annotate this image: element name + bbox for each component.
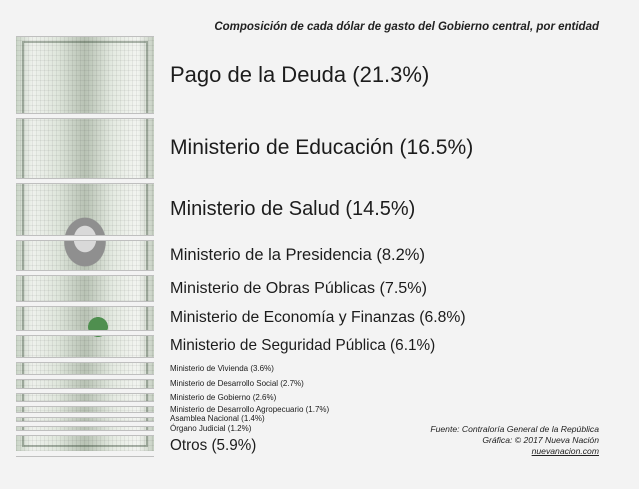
footer-credit: Gráfica: © 2017 Nueva Nación [482,435,599,445]
bar-label: Otros (5.9%) [170,436,257,454]
bar-strip [16,406,154,413]
bar-strip [16,118,154,180]
bar-label: Pago de la Deuda (21.3%) [170,61,430,87]
bar-label: Ministerio de Vivienda (3.6%) [170,363,274,373]
bar-label: Ministerio de Seguridad Pública (6.1%) [170,337,436,355]
bar-strip [16,378,154,389]
bar-strip [16,183,154,237]
bar-strip [16,306,154,332]
bar-strip [16,434,154,457]
footer-url-link[interactable]: nuevanacion.com [531,446,599,456]
bar-label: Ministerio de Desarrollo Agropecuario (1… [170,404,330,414]
bar-strip [16,335,154,358]
bar-label: Ministerio de Salud (14.5%) [170,197,416,220]
bar-strip [16,361,154,375]
bar-label: Ministerio de Gobierno (2.6%) [170,392,277,402]
bar-label: Órgano Judicial (1.2%) [170,423,252,433]
footer-source: Fuente: Contraloría General de la Repúbl… [430,424,599,434]
bar-strip [16,240,154,271]
bar-label: Ministerio de la Presidencia (8.2%) [170,245,425,264]
bar-strip [16,425,154,431]
bar-label: Ministerio de Economía y Finanzas (6.8%) [170,309,466,327]
bar-strip [16,392,154,403]
bar-strip [16,36,154,115]
bar-strip [16,274,154,303]
chart-title: Composición de cada dólar de gasto del G… [214,21,599,33]
bar-strip [16,416,154,422]
bar-label: Ministerio de Obras Públicas (7.5%) [170,278,427,297]
footer: Fuente: Contraloría General de la Repúbl… [430,424,599,457]
bar-label: Asamblea Nacional (1.4%) [170,414,265,424]
bar-label: Ministerio de Educación (16.5%) [170,136,474,160]
bar-label: Ministerio de Desarrollo Social (2.7%) [170,379,304,389]
